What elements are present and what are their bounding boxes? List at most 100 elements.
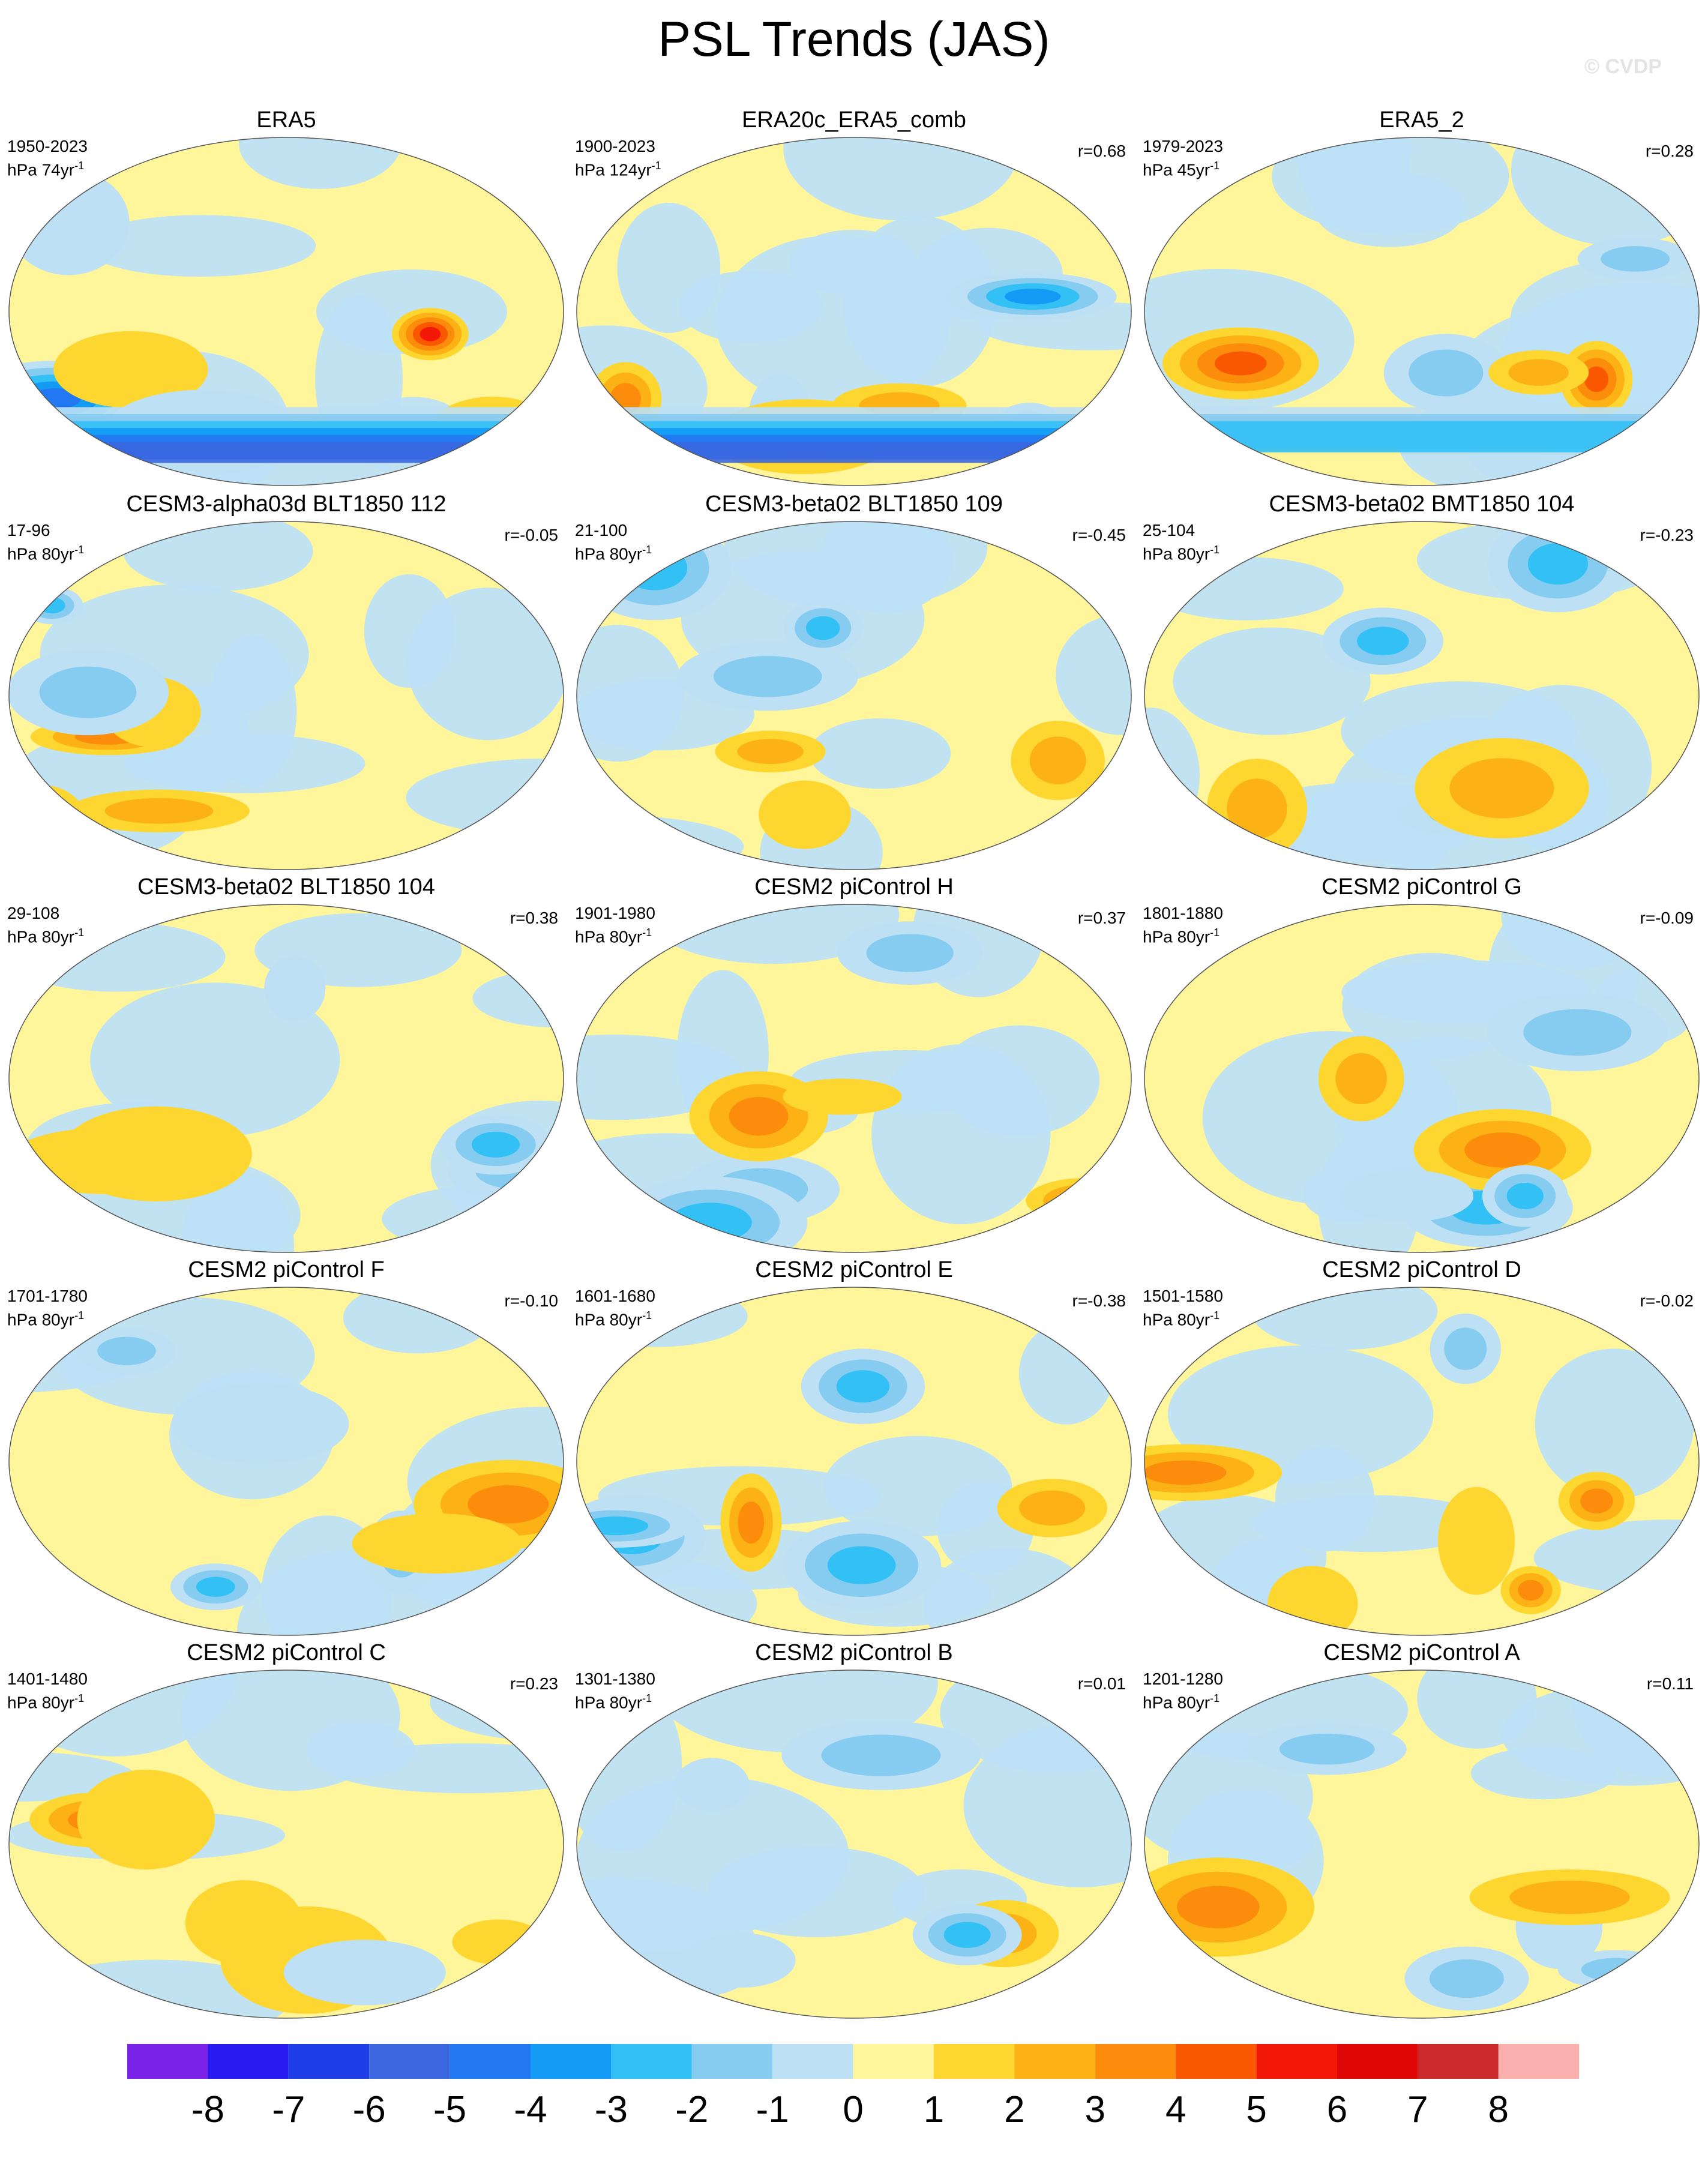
- colorbar-tick-label: -6: [353, 2089, 386, 2130]
- panel-period-units: 1950-2023 hPa 74yr-1: [7, 137, 88, 179]
- units-exponent: -1: [1210, 544, 1220, 556]
- colorbar-segment: [1014, 2044, 1095, 2079]
- panel-period-units: 17-96 hPa 80yr-1: [7, 521, 84, 564]
- colorbar-tick-label: -4: [514, 2089, 547, 2130]
- units-exponent: -1: [1210, 1309, 1220, 1321]
- colorbar-segment: [1095, 2044, 1176, 2079]
- map-panel: CESM3-beta02 BLT1850 104 29-108 hPa 80yr-1…: [7, 874, 565, 1253]
- period-label: 1701-1780: [7, 1287, 88, 1305]
- map-panel: CESM2 piControl H 1901-1980 hPa 80yr-1 r=0.…: [575, 874, 1133, 1253]
- units-label: hPa 80yr: [1143, 1693, 1210, 1712]
- panel-title: ERA5_2: [1379, 107, 1464, 133]
- panel-title: CESM2 piControl A: [1323, 1640, 1520, 1665]
- panel-title: CESM2 piControl D: [1322, 1257, 1521, 1282]
- units-label: hPa 80yr: [575, 927, 643, 946]
- trend-map: [576, 1287, 1132, 1636]
- trend-map: [8, 521, 564, 870]
- trend-map: [8, 1670, 564, 2019]
- map-panel: CESM2 piControl D 1501-1580 hPa 80yr-1 r=-0…: [1143, 1257, 1701, 1636]
- colorbar-tick-label: 7: [1407, 2089, 1428, 2130]
- colorbar-segment: [450, 2044, 531, 2079]
- colorbar-tick-label: 0: [843, 2089, 863, 2130]
- units-exponent: -1: [642, 1309, 652, 1321]
- panel-period-units: 1979-2023 hPa 45yr-1: [1143, 137, 1223, 179]
- colorbar-segment: [1176, 2044, 1257, 2079]
- trend-map: [576, 521, 1132, 870]
- map-panel: ERA5 1950-2023 hPa 74yr-1: [7, 107, 565, 486]
- pattern-correlation: r=-0.45: [1072, 526, 1126, 544]
- period-label: 1601-1680: [575, 1287, 655, 1305]
- period-label: 1901-1980: [575, 904, 655, 922]
- period-label: 1301-1380: [575, 1670, 655, 1688]
- colorbar-segment: [691, 2044, 773, 2079]
- colorbar-segment: [772, 2044, 853, 2079]
- units-exponent: -1: [642, 1692, 652, 1704]
- colorbar-tick-label: 2: [1004, 2089, 1024, 2130]
- panel-period-units: 1900-2023 hPa 124yr-1: [575, 137, 661, 179]
- map-panel: CESM3-alpha03d BLT1850 112 17-96 hPa 80yr-…: [7, 491, 565, 870]
- colorbar-segment: [853, 2044, 934, 2079]
- pattern-correlation: r=-0.23: [1640, 526, 1694, 544]
- colorbar-tick-label: -2: [675, 2089, 708, 2130]
- period-label: 1900-2023: [575, 137, 655, 155]
- pattern-correlation: r=-0.05: [504, 526, 559, 544]
- period-label: 1801-1880: [1143, 904, 1223, 922]
- panel-period-units: 29-108 hPa 80yr-1: [7, 904, 84, 946]
- units-label: hPa 80yr: [7, 927, 75, 946]
- units-label: hPa 80yr: [1143, 544, 1210, 564]
- colorbar-segment: [1498, 2044, 1580, 2079]
- units-label: hPa 124yr: [575, 160, 652, 179]
- panel-period-units: 1901-1980 hPa 80yr-1: [575, 904, 655, 946]
- trend-map: [1144, 521, 1700, 870]
- panel-title: CESM2 piControl E: [755, 1257, 953, 1282]
- trend-map: [1144, 1670, 1700, 2019]
- panel-title: ERA5: [256, 107, 316, 133]
- figure-title: PSL Trends (JAS): [658, 12, 1050, 67]
- colorbar-segment: [1337, 2044, 1418, 2079]
- cvdp-watermark: © CVDP: [1584, 55, 1662, 78]
- panel-period-units: 1401-1480 hPa 80yr-1: [7, 1670, 88, 1712]
- pattern-correlation: r=0.68: [1077, 142, 1126, 160]
- trend-map: [1144, 1287, 1700, 1636]
- panel-period-units: 1301-1380 hPa 80yr-1: [575, 1670, 655, 1712]
- pattern-correlation: r=0.23: [510, 1674, 558, 1693]
- map-panel: CESM2 piControl B 1301-1380 hPa 80yr-1 r=0.…: [575, 1640, 1133, 2019]
- colorbar-tick-label: 4: [1165, 2089, 1186, 2130]
- pattern-correlation: r=0.11: [1646, 1674, 1694, 1693]
- units-label: hPa 80yr: [1143, 1310, 1210, 1329]
- units-label: hPa 80yr: [575, 1310, 643, 1329]
- pattern-correlation: r=-0.38: [1072, 1291, 1126, 1310]
- units-exponent: -1: [1210, 160, 1220, 172]
- colorbar-tick-label: -1: [756, 2089, 789, 2130]
- units-exponent: -1: [74, 1309, 85, 1321]
- map-panel: CESM3-beta02 BLT1850 109 21-100 hPa 80yr-1…: [575, 491, 1133, 870]
- map-panel: CESM2 piControl A 1201-1280 hPa 80yr-1 r=0.…: [1143, 1640, 1701, 2019]
- period-label: 1401-1480: [7, 1670, 88, 1688]
- map-panel: CESM2 piControl F 1701-1780 hPa 80yr-1 r=-0…: [7, 1257, 565, 1636]
- trend-map: [8, 904, 564, 1253]
- units-exponent: -1: [1210, 1692, 1220, 1704]
- period-label: 17-96: [7, 521, 50, 539]
- pattern-correlation: r=0.28: [1645, 142, 1694, 160]
- panel-period-units: 1701-1780 hPa 80yr-1: [7, 1287, 88, 1329]
- panel-period-units: 1601-1680 hPa 80yr-1: [575, 1287, 655, 1329]
- pattern-correlation: r=-0.02: [1640, 1291, 1694, 1310]
- panel-title: CESM3-beta02 BLT1850 109: [705, 491, 1003, 517]
- colorbar-tick-label: 1: [924, 2089, 944, 2130]
- colorbar-tick-label: 8: [1488, 2089, 1509, 2130]
- panel-title: CESM3-beta02 BLT1850 104: [137, 874, 435, 900]
- colorbar-segment: [611, 2044, 692, 2079]
- units-label: hPa 80yr: [7, 1310, 75, 1329]
- colorbar-tick-label: 5: [1246, 2089, 1266, 2130]
- trend-map: [576, 137, 1132, 486]
- period-label: 29-108: [7, 904, 60, 922]
- period-label: 21-100: [575, 521, 628, 539]
- units-exponent: -1: [74, 1692, 85, 1704]
- pattern-correlation: r=-0.09: [1640, 909, 1694, 927]
- period-label: 1979-2023: [1143, 137, 1223, 155]
- colorbar-tick-label: -7: [272, 2089, 305, 2130]
- units-exponent: -1: [74, 927, 85, 939]
- units-exponent: -1: [74, 160, 85, 172]
- trend-map: [8, 1287, 564, 1636]
- period-label: 1201-1280: [1143, 1670, 1223, 1688]
